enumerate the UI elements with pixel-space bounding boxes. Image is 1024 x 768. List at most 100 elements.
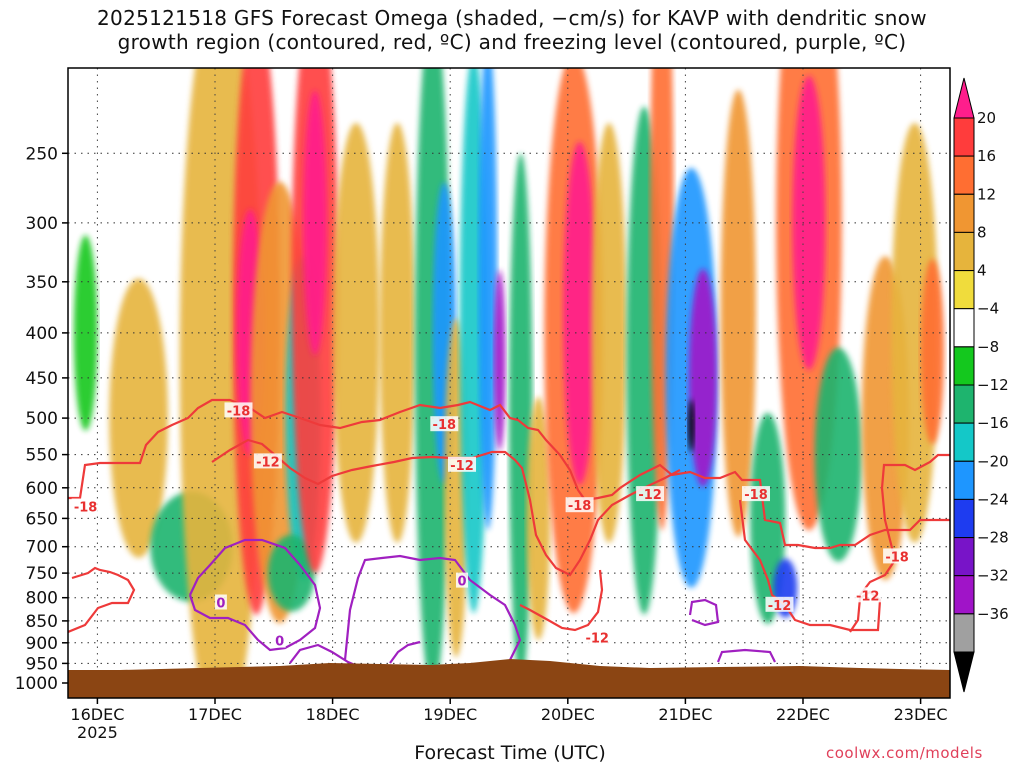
y-tick-label: 550 [26, 446, 58, 466]
red-contour-label-bg [253, 453, 282, 469]
red-contour-label: -18 [744, 488, 768, 503]
y-tick-label: 950 [26, 654, 58, 674]
omega-blob [563, 141, 597, 485]
red-contour-label-bg [71, 498, 100, 514]
chart-title-line2: growth region (contoured, red, ºC) and f… [117, 30, 907, 54]
colorbar: 20 16 12 8 4 −4 −8 −12 −16 −20 −24 −28 −32 −36 [953, 77, 1009, 693]
colorbar-box [953, 384, 975, 424]
red-contour-label: -12 [768, 599, 792, 614]
omega-blob [891, 123, 939, 543]
contours [68, 398, 950, 667]
omega-blob [267, 534, 315, 612]
omega-blob [687, 399, 695, 453]
colorbar-box [953, 308, 975, 348]
x-tick-label: 20DEC [541, 705, 595, 724]
colorbar-label: 16 [977, 147, 996, 165]
colorbar-label: 4 [977, 262, 987, 280]
omega-blob [73, 235, 98, 431]
y-tick-label: 500 [26, 409, 58, 429]
x-tick-label: 23DEC [894, 705, 948, 724]
purple-contour-label-bg [273, 632, 286, 648]
y-tick-label: 350 [26, 273, 58, 293]
red-contour-minus18 [68, 398, 950, 550]
plot-frame [67, 67, 951, 699]
omega-blob [509, 153, 533, 683]
omega-blob [493, 270, 506, 451]
red-contour-label-bg [636, 486, 665, 502]
colorbar-top-arrow [953, 77, 975, 119]
y-tick-label: 700 [26, 538, 58, 558]
colorbar-label: −28 [977, 529, 1009, 547]
omega-blob [332, 123, 380, 543]
chart-title-line1: 2025121518 GFS Forecast Omega (shaded, −… [97, 6, 927, 30]
colorbar-label: 20 [977, 109, 996, 127]
terrain-ground [68, 659, 950, 698]
colorbar-box [953, 346, 975, 386]
colorbar-box [953, 422, 975, 462]
omega-blob [478, 68, 498, 530]
red-contour-label-bg [430, 416, 459, 432]
purple-freezing-contour-3 [289, 643, 356, 667]
colorbar-label: −12 [977, 376, 1009, 394]
purple-freezing-contour-1 [188, 538, 322, 652]
purple-freezing-contour-6 [716, 648, 776, 663]
gridlines [68, 68, 950, 698]
colorbar-label: −8 [977, 338, 999, 356]
omega-blob [688, 268, 718, 487]
red-contour-label: -18 [885, 550, 909, 565]
colorbar-box [953, 231, 975, 271]
x-tick-label: 19DEC [423, 705, 477, 724]
colorbar-box [953, 270, 975, 310]
purple-freezing-contour-4 [389, 640, 421, 664]
red-contour-label-bg [742, 486, 770, 502]
red-contour-minus12-lower [68, 566, 136, 634]
omega-blob [792, 75, 826, 370]
y-tick-label: 300 [26, 214, 58, 234]
x-tick-sublabel: 2025 [77, 723, 118, 742]
x-tick-label: 17DEC [188, 705, 242, 724]
y-tick-label: 800 [26, 589, 58, 609]
colorbar-box [953, 155, 975, 195]
red-contour-minus12-right [519, 569, 604, 632]
colorbar-box [953, 498, 975, 538]
y-tick-label: 400 [26, 324, 58, 344]
y-tick-label: 650 [26, 509, 58, 529]
colorbar-label: 12 [977, 185, 996, 203]
colorbar-label: −36 [977, 605, 1009, 623]
red-contour-label-bg [583, 629, 612, 645]
colorbar-label: −4 [977, 300, 999, 318]
credit-text: coolwx.com/models [826, 744, 983, 762]
red-contour-label-bg [853, 587, 882, 603]
red-contour-label: -12 [450, 459, 474, 474]
colorbar-box [953, 613, 975, 653]
red-contour-label: -12 [585, 632, 609, 647]
colorbar-label: 8 [977, 223, 987, 241]
y-tick-label: 450 [26, 369, 58, 389]
colorbar-label: −20 [977, 452, 1009, 470]
red-contour-label: -18 [433, 418, 457, 433]
x-tick-label: 21DEC [658, 705, 712, 724]
colorbar-bottom-arrow [953, 651, 975, 693]
red-contour-label: -18 [568, 499, 592, 514]
y-tick-label: 1000 [15, 674, 58, 694]
red-contour-label-bg [565, 497, 594, 513]
y-tick-label: 850 [26, 612, 58, 632]
omega-blob [814, 347, 862, 562]
red-contour-label: -12 [638, 488, 662, 503]
colorbar-box [953, 460, 975, 500]
red-contour-label-bg [448, 456, 476, 472]
colorbar-box [953, 537, 975, 577]
purple-freezing-contour-2 [343, 554, 522, 661]
colorbar-label: −16 [977, 414, 1009, 432]
y-tick-label: 900 [26, 634, 58, 654]
y-tick-label: 600 [26, 479, 58, 499]
purple-contour-label: 0 [216, 597, 225, 612]
y-tick-label: 250 [26, 144, 58, 164]
red-contour-label: -12 [256, 455, 280, 470]
red-contour-label: -12 [856, 589, 880, 604]
omega-blob [526, 396, 551, 640]
purple-contour-label-bg [456, 572, 468, 588]
x-tick-label: 18DEC [306, 705, 360, 724]
x-axis-label: Forecast Time (UTC) [414, 742, 606, 764]
